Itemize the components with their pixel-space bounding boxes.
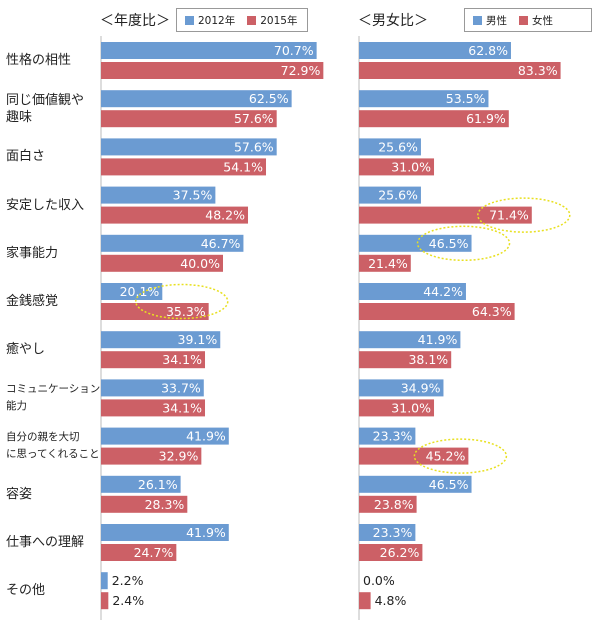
data-label: 40.0%	[180, 256, 220, 271]
data-label: 38.1%	[408, 352, 448, 367]
data-label: 61.9%	[466, 111, 506, 126]
data-label: 23.8%	[374, 497, 414, 512]
data-label: 71.4%	[489, 208, 529, 223]
data-label: 46.7%	[201, 236, 241, 251]
data-label: 72.9%	[281, 63, 321, 78]
data-label: 39.1%	[178, 332, 218, 347]
data-label: 32.9%	[159, 449, 199, 464]
bar-year-a	[101, 572, 108, 589]
bar-gender-b	[359, 592, 371, 609]
data-label: 83.3%	[518, 63, 558, 78]
data-label: 37.5%	[173, 188, 213, 203]
data-label: 28.3%	[145, 497, 185, 512]
data-label: 33.7%	[161, 380, 201, 395]
data-label: 62.5%	[249, 91, 289, 106]
bar-chart-svg: 70.7% 62.5% 57.6% 37.5% 46.7% 20.1% 39.1% 33.7%…	[0, 0, 600, 628]
data-label: 57.6%	[234, 111, 274, 126]
data-label: 41.9%	[418, 332, 458, 347]
data-label: 2.2%	[112, 573, 144, 588]
data-label: 24.7%	[134, 545, 174, 560]
data-label: 64.3%	[472, 304, 512, 319]
data-label: 2.4%	[112, 593, 144, 608]
data-label: 26.1%	[138, 477, 178, 492]
data-label: 53.5%	[446, 91, 486, 106]
data-label: 34.1%	[162, 352, 202, 367]
data-label: 44.2%	[423, 284, 463, 299]
data-label: 26.2%	[380, 545, 420, 560]
data-label: 21.4%	[368, 256, 408, 271]
data-label: 34.9%	[401, 380, 441, 395]
data-label: 4.8%	[375, 593, 407, 608]
bar-year-b	[101, 592, 108, 609]
data-label: 31.0%	[391, 159, 431, 174]
data-label: 23.3%	[373, 525, 413, 540]
data-label: 48.2%	[205, 208, 245, 223]
data-label: 20.1%	[120, 284, 160, 299]
data-label: 0.0%	[363, 573, 395, 588]
data-label: 41.9%	[186, 429, 226, 444]
data-label: 54.1%	[223, 159, 263, 174]
data-label: 62.8%	[468, 43, 508, 58]
data-label: 46.5%	[429, 236, 469, 251]
data-label: 57.6%	[234, 139, 274, 154]
data-label: 70.7%	[274, 43, 314, 58]
data-label: 41.9%	[186, 525, 226, 540]
data-label: 45.2%	[426, 449, 466, 464]
data-label: 25.6%	[378, 139, 418, 154]
data-label: 34.1%	[162, 400, 202, 415]
data-label: 46.5%	[429, 477, 469, 492]
data-label: 31.0%	[391, 400, 431, 415]
data-label: 25.6%	[378, 188, 418, 203]
data-label: 23.3%	[373, 429, 413, 444]
